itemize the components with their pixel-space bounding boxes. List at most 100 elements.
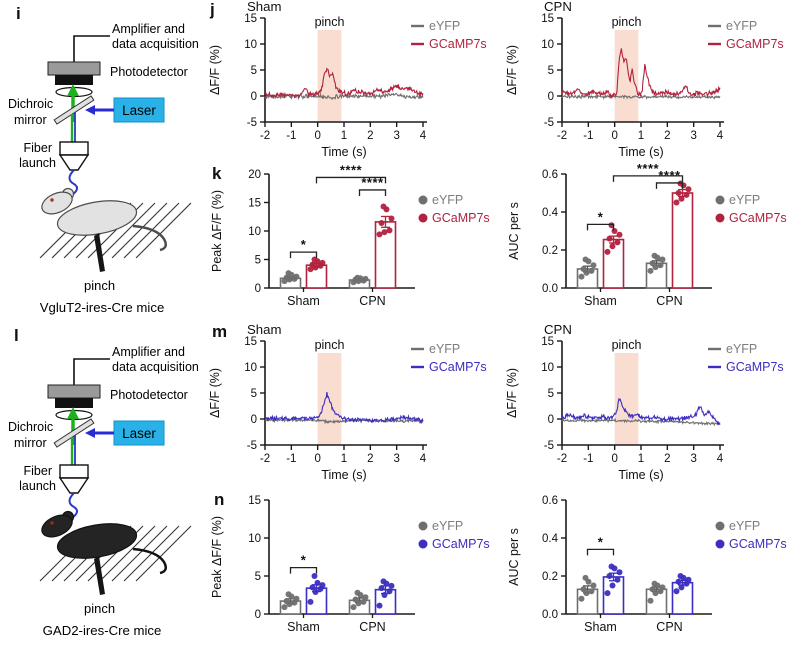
data-point xyxy=(293,595,300,602)
panel-letter-n: n xyxy=(214,490,225,509)
y-tick-label: -5 xyxy=(247,440,257,452)
photodetector-body xyxy=(47,61,101,76)
data-point xyxy=(659,584,666,591)
laser-beam-arrowhead xyxy=(85,105,95,115)
chart-k-auc-bar: 0.0 0.2 0.4 0.6 AUC per s Sham CPN * **** **** eYF… xyxy=(502,160,797,327)
x-tick-label: 2 xyxy=(664,130,670,142)
y-tick-label: -5 xyxy=(247,117,257,129)
photodetector-body xyxy=(47,384,101,399)
data-point xyxy=(616,231,623,238)
data-point xyxy=(354,274,361,281)
data-point xyxy=(578,595,585,602)
y-tick-label: 0.0 xyxy=(542,609,558,621)
data-point xyxy=(685,576,692,583)
y-tick-label: 15 xyxy=(248,495,261,507)
y-tick-label: 15 xyxy=(244,13,257,25)
legend-label-gcamp7s: GCaMP7s xyxy=(432,211,490,225)
amplifier-label-line2: data acquisition xyxy=(112,360,199,374)
pinch-annotation: pinch xyxy=(612,338,642,352)
panel-letter-m: m xyxy=(212,322,228,341)
trace-eyfp xyxy=(561,93,721,100)
data-point xyxy=(606,235,613,242)
data-point xyxy=(604,590,611,597)
y-tick-label: 0.2 xyxy=(542,245,558,257)
pinch-window-shade xyxy=(614,353,639,445)
data-point xyxy=(677,573,684,579)
photometry-schematic-vglut2: Amplifier and data acquisition Photodete… xyxy=(8,22,199,315)
significance-bracket xyxy=(586,223,615,231)
data-point xyxy=(309,584,316,591)
bar-cpn-gcamp7s xyxy=(671,192,694,289)
x-tick-label: -1 xyxy=(583,130,593,142)
data-point xyxy=(590,262,597,269)
x-axis-label: Time (s) xyxy=(618,468,663,482)
y-axis-label: AUC per s xyxy=(507,202,521,260)
peak-dff-bar-chart-gad2: 0 5 10 15 Peak ΔF/F (%) Sham CPN * eYFP GCaMP7s xyxy=(210,495,490,634)
legend-label-gcamp7s: GCaMP7s xyxy=(726,360,784,374)
data-point xyxy=(309,261,316,268)
legend-label-gcamp7s: GCaMP7s xyxy=(429,37,487,51)
legend-dot-gcamp7s xyxy=(418,213,428,223)
laser-label: Laser xyxy=(122,103,156,118)
data-point xyxy=(651,252,658,259)
x-tick-label: 0 xyxy=(314,130,320,142)
data-point xyxy=(307,266,314,273)
legend-label-eyfp: eYFP xyxy=(726,19,757,33)
x-tick-label: -1 xyxy=(583,453,593,465)
sham-trace-chart-vglut2: pinch -5 0 5 10 15 -2 -1 0 1 2 3 4 ΔF/F (%) Time (s) Sh… xyxy=(208,0,487,159)
auc-bar-chart-gad2: 0.0 0.2 0.4 0.6 AUC per s Sham CPN * eYFP GCaMP7s xyxy=(507,495,787,634)
x-tick-label: 1 xyxy=(638,453,644,465)
x-tick-label: 3 xyxy=(393,453,399,465)
y-tick-label: 0 xyxy=(251,414,257,426)
x-tick-label: -2 xyxy=(557,130,567,142)
significance-bracket xyxy=(289,251,318,259)
x-tick-label: 2 xyxy=(367,130,373,142)
data-point xyxy=(381,229,388,236)
dichroic-label-line2: mirror xyxy=(14,436,47,450)
y-tick-label: 0 xyxy=(255,609,261,621)
significance-bracket xyxy=(315,176,387,184)
legend-label-gcamp7s: GCaMP7s xyxy=(432,537,490,551)
data-point xyxy=(675,578,682,585)
data-point xyxy=(314,579,321,586)
data-point xyxy=(360,598,367,605)
chart-title: CPN xyxy=(544,323,572,337)
panel-letter-l: l xyxy=(14,326,19,345)
mouse-tail xyxy=(132,547,168,575)
pinch-forceps xyxy=(94,233,105,272)
legend-label-eyfp: eYFP xyxy=(429,342,460,356)
fiber-label-line2: launch xyxy=(19,479,56,493)
x-axis-label: Time (s) xyxy=(321,145,366,159)
data-point xyxy=(582,256,589,263)
data-point xyxy=(285,270,292,277)
category-label: CPN xyxy=(656,620,682,634)
x-tick-label: 1 xyxy=(341,130,347,142)
legend-dot-gcamp7s xyxy=(715,539,725,549)
chart-title: CPN xyxy=(544,0,572,14)
y-tick-label: 0.2 xyxy=(542,571,558,583)
amplifier-label-line2: data acquisition xyxy=(112,37,199,51)
data-point xyxy=(281,604,288,611)
mouse-tail xyxy=(132,224,168,252)
y-tick-label: 5 xyxy=(548,388,554,400)
chart-j-sham-trace: pinch -5 0 5 10 15 -2 -1 0 1 2 3 4 ΔF/F (%) Time (s) Sh… xyxy=(205,0,500,167)
x-axis-label: Time (s) xyxy=(321,468,366,482)
data-point xyxy=(580,266,587,272)
y-tick-label: 10 xyxy=(541,362,554,374)
y-tick-label: 0 xyxy=(255,283,261,295)
chart-j-cpn-trace: pinch -5 0 5 10 15 -2 -1 0 1 2 3 4 ΔF/F (%) Time (s) CP… xyxy=(502,0,797,167)
y-axis-label: ΔF/F (%) xyxy=(505,45,519,95)
y-tick-label: 10 xyxy=(248,226,261,238)
data-point xyxy=(616,569,623,576)
data-point xyxy=(647,597,654,604)
y-tick-label: 0 xyxy=(251,91,257,103)
data-point xyxy=(609,582,616,589)
data-point xyxy=(386,588,393,595)
legend-label-gcamp7s: GCaMP7s xyxy=(729,211,787,225)
legend-dot-eyfp xyxy=(418,521,428,531)
photodetector-aperture xyxy=(55,75,93,85)
data-point xyxy=(376,231,383,238)
amplifier-label-line1: Amplifier and xyxy=(112,345,185,359)
significance-bracket xyxy=(612,175,684,182)
